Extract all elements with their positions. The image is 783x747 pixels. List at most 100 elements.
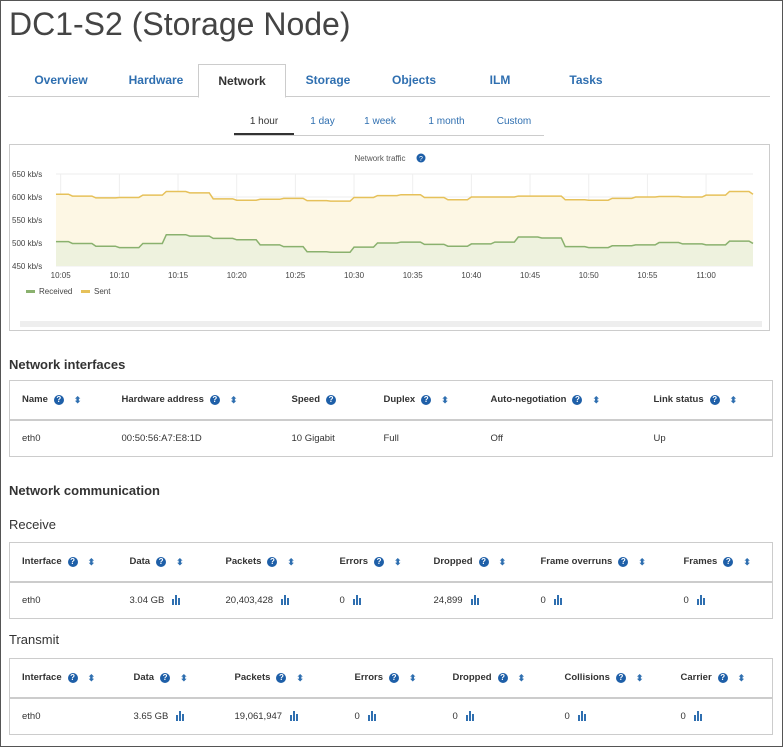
cell-value: 0 xyxy=(680,710,686,722)
column-header-carrier[interactable]: Carrier? ⬍ xyxy=(668,658,773,699)
range-custom[interactable]: Custom xyxy=(496,116,532,127)
sort-icon[interactable]: ⬍ xyxy=(592,394,601,405)
sort-icon[interactable]: ⬍ xyxy=(87,672,96,683)
sort-icon[interactable]: ⬍ xyxy=(296,672,304,683)
column-header-frames[interactable]: Frames? ⬍ xyxy=(671,542,773,583)
tab-hardware[interactable]: Hardware xyxy=(128,73,184,87)
sort-icon[interactable]: ⬍ xyxy=(638,556,646,567)
range-1-month[interactable]: 1 month xyxy=(428,116,465,127)
chart-scrollbar[interactable] xyxy=(20,321,762,327)
sort-icon[interactable]: ⬍ xyxy=(229,394,238,405)
tab-tasks[interactable]: Tasks xyxy=(569,73,603,87)
help-icon[interactable]: ? xyxy=(572,394,583,405)
time-range-selector: 1 hour 1 day 1 week 1 month Custom xyxy=(234,112,544,136)
column-header-auto-negotiation[interactable]: Auto-negotiation? ⬍ xyxy=(478,380,642,421)
help-icon[interactable]: ? xyxy=(615,672,626,683)
help-icon[interactable]: ? xyxy=(67,556,78,567)
column-header-errors[interactable]: Errors? ⬍ xyxy=(327,542,422,583)
chart-icon[interactable] xyxy=(290,711,300,722)
help-icon[interactable] xyxy=(416,153,426,163)
help-icon[interactable]: ? xyxy=(156,556,167,567)
help-icon[interactable]: ? xyxy=(421,394,432,405)
column-header-hardware-address[interactable]: Hardware address? ⬍ xyxy=(109,380,280,421)
cell-value: 0 xyxy=(339,594,345,606)
column-header-data[interactable]: Data? ⬍ xyxy=(121,658,223,699)
help-icon[interactable]: ? xyxy=(209,394,220,405)
help-icon[interactable]: ? xyxy=(709,394,720,405)
tab-network[interactable]: Network xyxy=(198,64,286,98)
chart-icon[interactable] xyxy=(577,711,588,722)
column-header-dropped[interactable]: Dropped? ⬍ xyxy=(440,658,553,699)
chart-icon[interactable] xyxy=(693,711,704,722)
tab-overview[interactable]: Overview xyxy=(34,73,88,87)
x-tick-label: 10:55 xyxy=(637,271,658,280)
help-icon[interactable]: ? xyxy=(67,672,78,683)
chart-icon[interactable] xyxy=(465,711,476,722)
help-icon[interactable]: ? xyxy=(389,672,400,683)
chart-icon[interactable] xyxy=(176,711,186,722)
help-icon[interactable]: ? xyxy=(478,556,489,567)
cell-dropped: 24,899 xyxy=(422,582,529,619)
range-1-week[interactable]: 1 week xyxy=(364,116,396,127)
column-header-errors[interactable]: Errors? ⬍ xyxy=(342,658,441,699)
column-header-collisions[interactable]: Collisions? ⬍ xyxy=(552,658,669,699)
chart-icon[interactable] xyxy=(470,595,481,606)
column-header-name[interactable]: Name? ⬍ xyxy=(9,380,110,421)
sort-icon[interactable]: ⬍ xyxy=(743,556,751,567)
column-label: Hardware address xyxy=(121,394,204,406)
sort-icon[interactable]: ⬍ xyxy=(441,394,449,405)
sort-icon[interactable]: ⬍ xyxy=(737,672,746,683)
sort-icon[interactable]: ⬍ xyxy=(180,672,188,683)
column-header-interface[interactable]: Interface? ⬍ xyxy=(9,542,118,583)
sort-icon[interactable]: ⬍ xyxy=(73,394,82,405)
cell-value: 0 xyxy=(354,710,360,722)
help-icon[interactable]: ? xyxy=(497,672,508,683)
tab-ilm[interactable]: ILM xyxy=(489,73,511,87)
cell-interface: eth0 xyxy=(10,698,122,735)
help-icon[interactable]: ? xyxy=(267,556,278,567)
column-label: Errors xyxy=(339,556,369,568)
sort-icon[interactable]: ⬍ xyxy=(517,672,526,683)
chart-icon[interactable] xyxy=(352,595,363,606)
chart-icon[interactable] xyxy=(281,595,291,606)
help-icon[interactable]: ? xyxy=(53,394,64,405)
range-1-day[interactable]: 1 day xyxy=(310,116,335,127)
sort-icon[interactable]: ⬍ xyxy=(409,672,417,683)
help-icon[interactable]: ? xyxy=(717,672,728,683)
help-icon[interactable]: ? xyxy=(618,556,629,567)
chart-icon[interactable] xyxy=(367,711,378,722)
sort-icon[interactable]: ⬍ xyxy=(394,556,402,567)
help-icon[interactable]: ? xyxy=(160,672,171,683)
sort-icon[interactable]: ⬍ xyxy=(287,556,295,567)
help-icon[interactable]: ? xyxy=(276,672,287,683)
column-header-link-status[interactable]: Link status? ⬍ xyxy=(641,380,773,421)
tab-storage[interactable]: Storage xyxy=(305,73,351,87)
range-1-hour[interactable]: 1 hour xyxy=(234,112,294,135)
column-header-frame-overruns[interactable]: Frame overruns? ⬍ xyxy=(528,542,672,583)
x-tick-label: 10:35 xyxy=(403,271,424,280)
column-header-duplex[interactable]: Duplex? ⬍ xyxy=(371,380,479,421)
sort-icon[interactable]: ⬍ xyxy=(87,556,96,567)
legend-received[interactable]: Received xyxy=(39,287,72,296)
cell-value: 3.04 GB xyxy=(129,594,165,606)
sort-icon[interactable]: ⬍ xyxy=(498,556,507,567)
chart-icon[interactable] xyxy=(696,595,707,606)
help-icon[interactable]: ? xyxy=(326,394,337,405)
column-header-packets[interactable]: Packets? ⬍ xyxy=(222,658,343,699)
column-header-speed[interactable]: Speed? xyxy=(279,380,372,421)
column-header-interface[interactable]: Interface? ⬍ xyxy=(9,658,122,699)
help-icon[interactable]: ? xyxy=(723,556,734,567)
tab-objects[interactable]: Objects xyxy=(391,73,436,87)
column-header-dropped[interactable]: Dropped? ⬍ xyxy=(421,542,529,583)
sort-icon[interactable]: ⬍ xyxy=(176,556,184,567)
column-header-data[interactable]: Data? ⬍ xyxy=(117,542,214,583)
cell-dropped: 0 xyxy=(441,698,553,735)
sort-icon[interactable]: ⬍ xyxy=(729,394,738,405)
legend-sent[interactable]: Sent xyxy=(94,287,111,296)
cell-carrier: 0 xyxy=(669,698,773,735)
column-header-packets[interactable]: Packets? ⬍ xyxy=(213,542,328,583)
help-icon[interactable]: ? xyxy=(374,556,385,567)
sort-icon[interactable]: ⬍ xyxy=(635,672,644,683)
chart-icon[interactable] xyxy=(172,595,182,606)
chart-icon[interactable] xyxy=(553,595,564,606)
